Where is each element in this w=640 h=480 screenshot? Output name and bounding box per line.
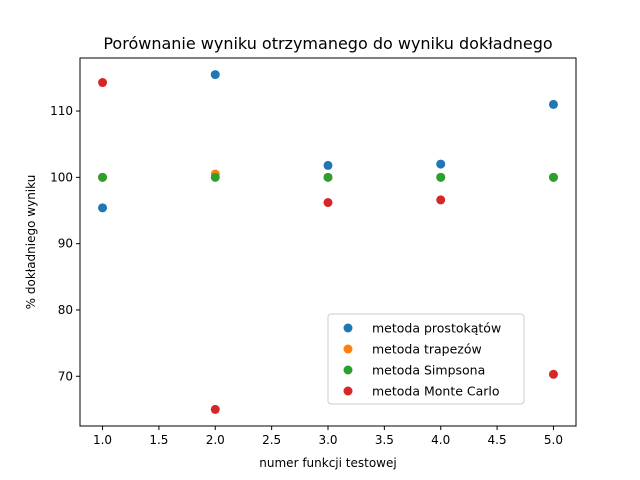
data-point-series-3 — [323, 172, 333, 182]
data-point-series-3 — [548, 172, 558, 182]
data-point-series-1 — [548, 99, 558, 109]
chart-title: Porównanie wyniku otrzymanego do wyniku … — [103, 34, 552, 53]
x-tick-label: 3.5 — [375, 433, 394, 447]
data-point-series-4 — [98, 78, 108, 88]
legend-marker — [343, 344, 353, 354]
legend-label: metoda Monte Carlo — [372, 384, 500, 399]
data-point-series-3 — [210, 172, 220, 182]
y-axis-label: % dokładniego wyniku — [24, 175, 38, 310]
x-tick-label: 3.0 — [318, 433, 337, 447]
data-point-series-1 — [98, 203, 108, 213]
data-point-series-4 — [436, 195, 446, 205]
x-tick-label: 2.0 — [206, 433, 225, 447]
y-tick-label: 80 — [58, 303, 73, 317]
data-point-series-3 — [98, 172, 108, 182]
legend-marker — [343, 323, 353, 333]
x-tick-label: 2.5 — [262, 433, 281, 447]
x-tick-label: 4.0 — [431, 433, 450, 447]
data-points — [98, 70, 558, 414]
x-tick-label: 1.0 — [93, 433, 112, 447]
y-tick-label: 110 — [50, 104, 73, 118]
legend-label: metoda trapezów — [372, 342, 482, 357]
data-point-series-4 — [210, 404, 220, 414]
legend-frame — [327, 313, 525, 405]
data-point-series-4 — [323, 198, 333, 208]
x-tick-label: 5.0 — [544, 433, 563, 447]
legend-marker — [343, 386, 353, 396]
legend: metoda prostokątów metoda trapezów metoda … — [327, 313, 525, 405]
legend-label: metoda prostokątów — [372, 321, 501, 336]
y-tick-label: 70 — [58, 369, 73, 383]
data-point-series-4 — [548, 369, 558, 379]
legend-label: metoda Simpsona — [372, 363, 485, 378]
y-tick-label: 100 — [50, 170, 73, 184]
data-point-series-1 — [436, 159, 446, 169]
data-point-series-1 — [323, 160, 333, 170]
y-axis: 70 80 90 100 110 — [50, 104, 80, 383]
x-tick-label: 1.5 — [149, 433, 168, 447]
x-axis-label: numer funkcji testowej — [259, 456, 396, 470]
y-tick-label: 90 — [58, 237, 73, 251]
x-axis: 1.0 1.5 2.0 2.5 3.0 3.5 4.0 4.5 5.0 — [93, 426, 563, 447]
x-tick-label: 4.5 — [488, 433, 507, 447]
legend-marker — [343, 365, 353, 375]
data-point-series-3 — [436, 172, 446, 182]
data-point-series-1 — [210, 70, 220, 80]
